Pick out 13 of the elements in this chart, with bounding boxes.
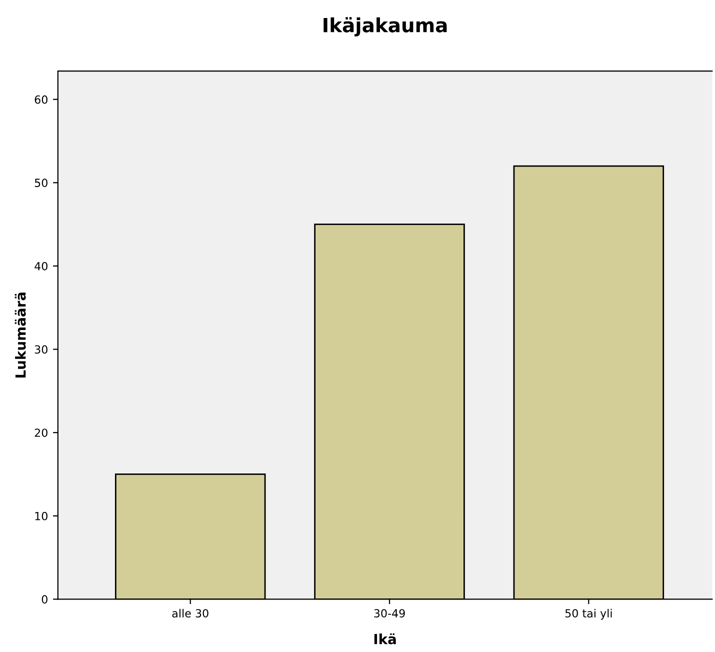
y-axis-title: Lukumäärä <box>14 292 26 378</box>
x-tick-label: alle 30 <box>172 608 208 618</box>
chart-title: Ikäjakauma <box>324 17 447 36</box>
y-tick-label: 50 <box>34 178 48 188</box>
y-tick-label: 30 <box>34 345 48 354</box>
y-tick-label: 20 <box>34 428 48 437</box>
y-tick-label: 10 <box>35 512 48 520</box>
x-tick-label: 30-49 <box>374 609 405 618</box>
x-axis-title: Ikä <box>374 633 396 644</box>
y-tick-label: 40 <box>34 262 48 270</box>
y-tick-label: 0 <box>42 595 48 604</box>
y-tick-label: 60 <box>34 95 48 104</box>
x-tick-label: 50 tai yli <box>565 608 612 620</box>
